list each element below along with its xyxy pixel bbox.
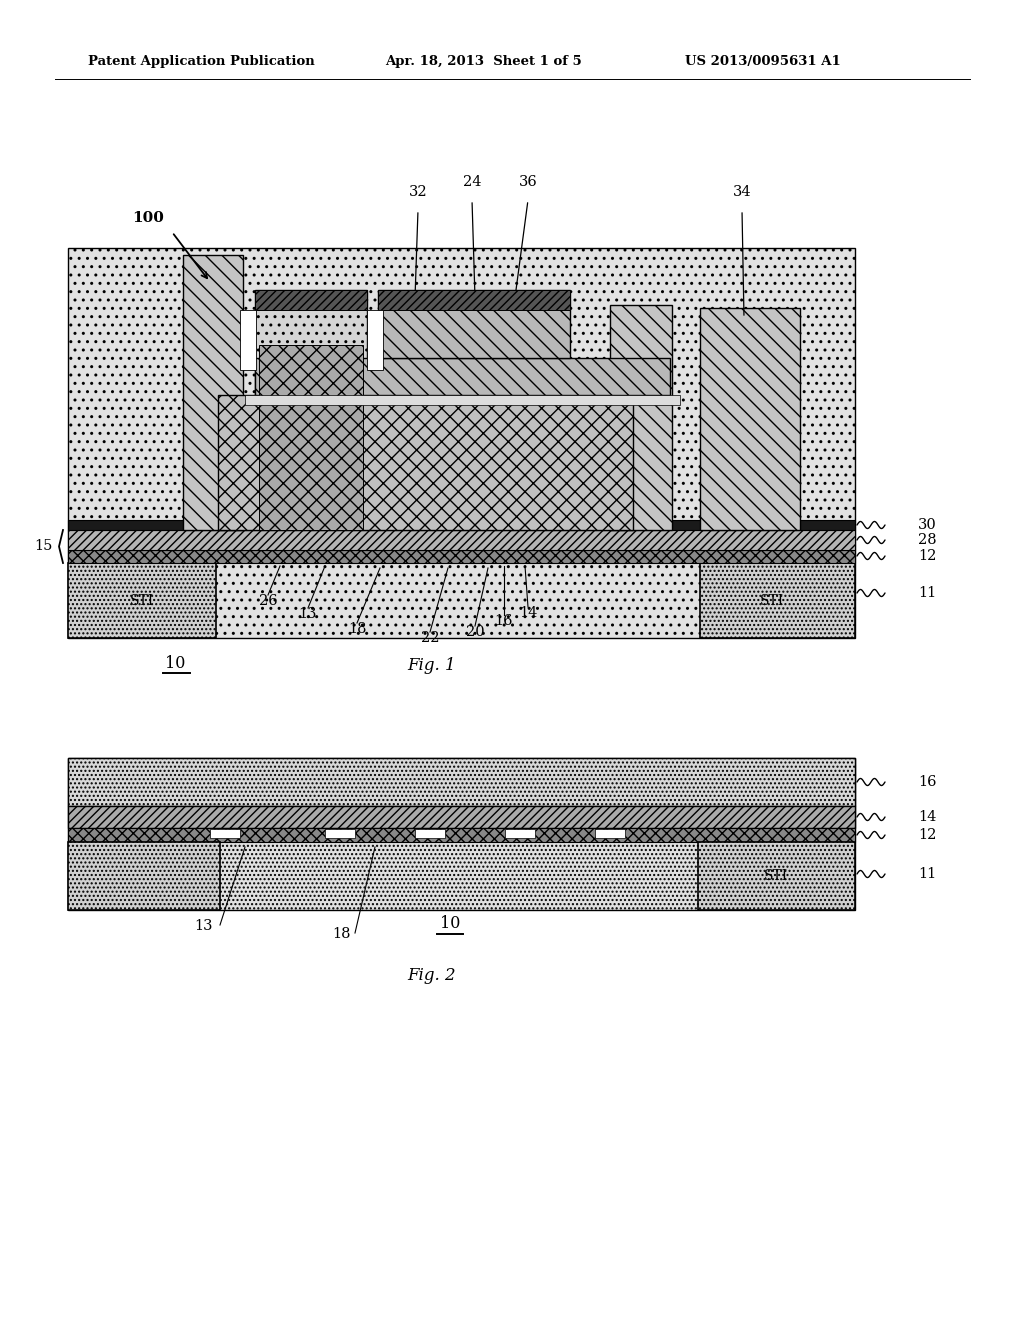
Text: 16: 16 xyxy=(918,775,937,789)
Text: Apr. 18, 2013  Sheet 1 of 5: Apr. 18, 2013 Sheet 1 of 5 xyxy=(385,55,582,69)
Text: 16: 16 xyxy=(495,614,513,628)
Text: STI: STI xyxy=(760,594,784,609)
Bar xyxy=(68,758,855,909)
Text: 12: 12 xyxy=(918,828,936,842)
Text: 15: 15 xyxy=(35,539,53,553)
Bar xyxy=(255,290,367,395)
Bar xyxy=(240,310,256,370)
Text: 10: 10 xyxy=(440,915,460,932)
Bar xyxy=(255,290,367,310)
Text: Patent Application Publication: Patent Application Publication xyxy=(88,55,314,69)
Text: 28: 28 xyxy=(918,533,937,546)
Bar xyxy=(68,248,855,638)
Bar xyxy=(698,842,855,909)
Bar xyxy=(68,828,855,842)
Text: 32: 32 xyxy=(409,185,427,199)
Bar xyxy=(505,829,535,838)
Bar xyxy=(68,564,216,638)
Text: 20: 20 xyxy=(466,624,484,639)
Text: 12: 12 xyxy=(918,549,936,564)
Text: 10: 10 xyxy=(165,655,185,672)
Text: US 2013/0095631 A1: US 2013/0095631 A1 xyxy=(685,55,841,69)
Bar xyxy=(325,829,355,838)
Bar xyxy=(68,842,220,909)
Bar xyxy=(68,531,855,550)
Bar xyxy=(259,345,362,531)
Text: STI: STI xyxy=(764,869,788,883)
Bar xyxy=(700,564,855,638)
Text: 13: 13 xyxy=(299,607,317,620)
Bar xyxy=(68,550,855,564)
Text: 30: 30 xyxy=(918,517,937,532)
Text: Fig. 2: Fig. 2 xyxy=(408,968,457,983)
Bar xyxy=(68,807,855,828)
Bar xyxy=(218,395,633,531)
Text: 34: 34 xyxy=(733,185,752,199)
Text: 11: 11 xyxy=(918,867,936,880)
Text: 18: 18 xyxy=(348,622,367,636)
Text: 24: 24 xyxy=(463,176,481,189)
Bar xyxy=(68,520,855,531)
Bar xyxy=(378,290,570,358)
Bar xyxy=(378,290,570,310)
Text: 14: 14 xyxy=(519,606,538,620)
Text: 18: 18 xyxy=(333,927,351,941)
Text: 100: 100 xyxy=(132,211,164,224)
Text: “E”: “E” xyxy=(263,326,289,341)
Text: 13: 13 xyxy=(195,919,213,933)
Text: Fig. 1: Fig. 1 xyxy=(408,657,457,675)
Bar xyxy=(415,829,445,838)
Text: 11: 11 xyxy=(918,586,936,601)
Bar xyxy=(595,829,625,838)
Bar xyxy=(68,758,855,807)
Bar xyxy=(610,305,672,531)
Text: 36: 36 xyxy=(518,176,538,189)
Bar xyxy=(245,395,680,405)
Text: 26: 26 xyxy=(259,594,278,609)
Text: 14: 14 xyxy=(918,810,936,824)
Bar xyxy=(183,255,243,531)
Text: “C”: “C” xyxy=(395,314,421,327)
Text: 22: 22 xyxy=(421,631,439,645)
Bar xyxy=(367,310,383,370)
Bar xyxy=(210,829,240,838)
Bar xyxy=(255,358,670,395)
Text: STI: STI xyxy=(130,594,154,609)
Bar xyxy=(700,308,800,531)
